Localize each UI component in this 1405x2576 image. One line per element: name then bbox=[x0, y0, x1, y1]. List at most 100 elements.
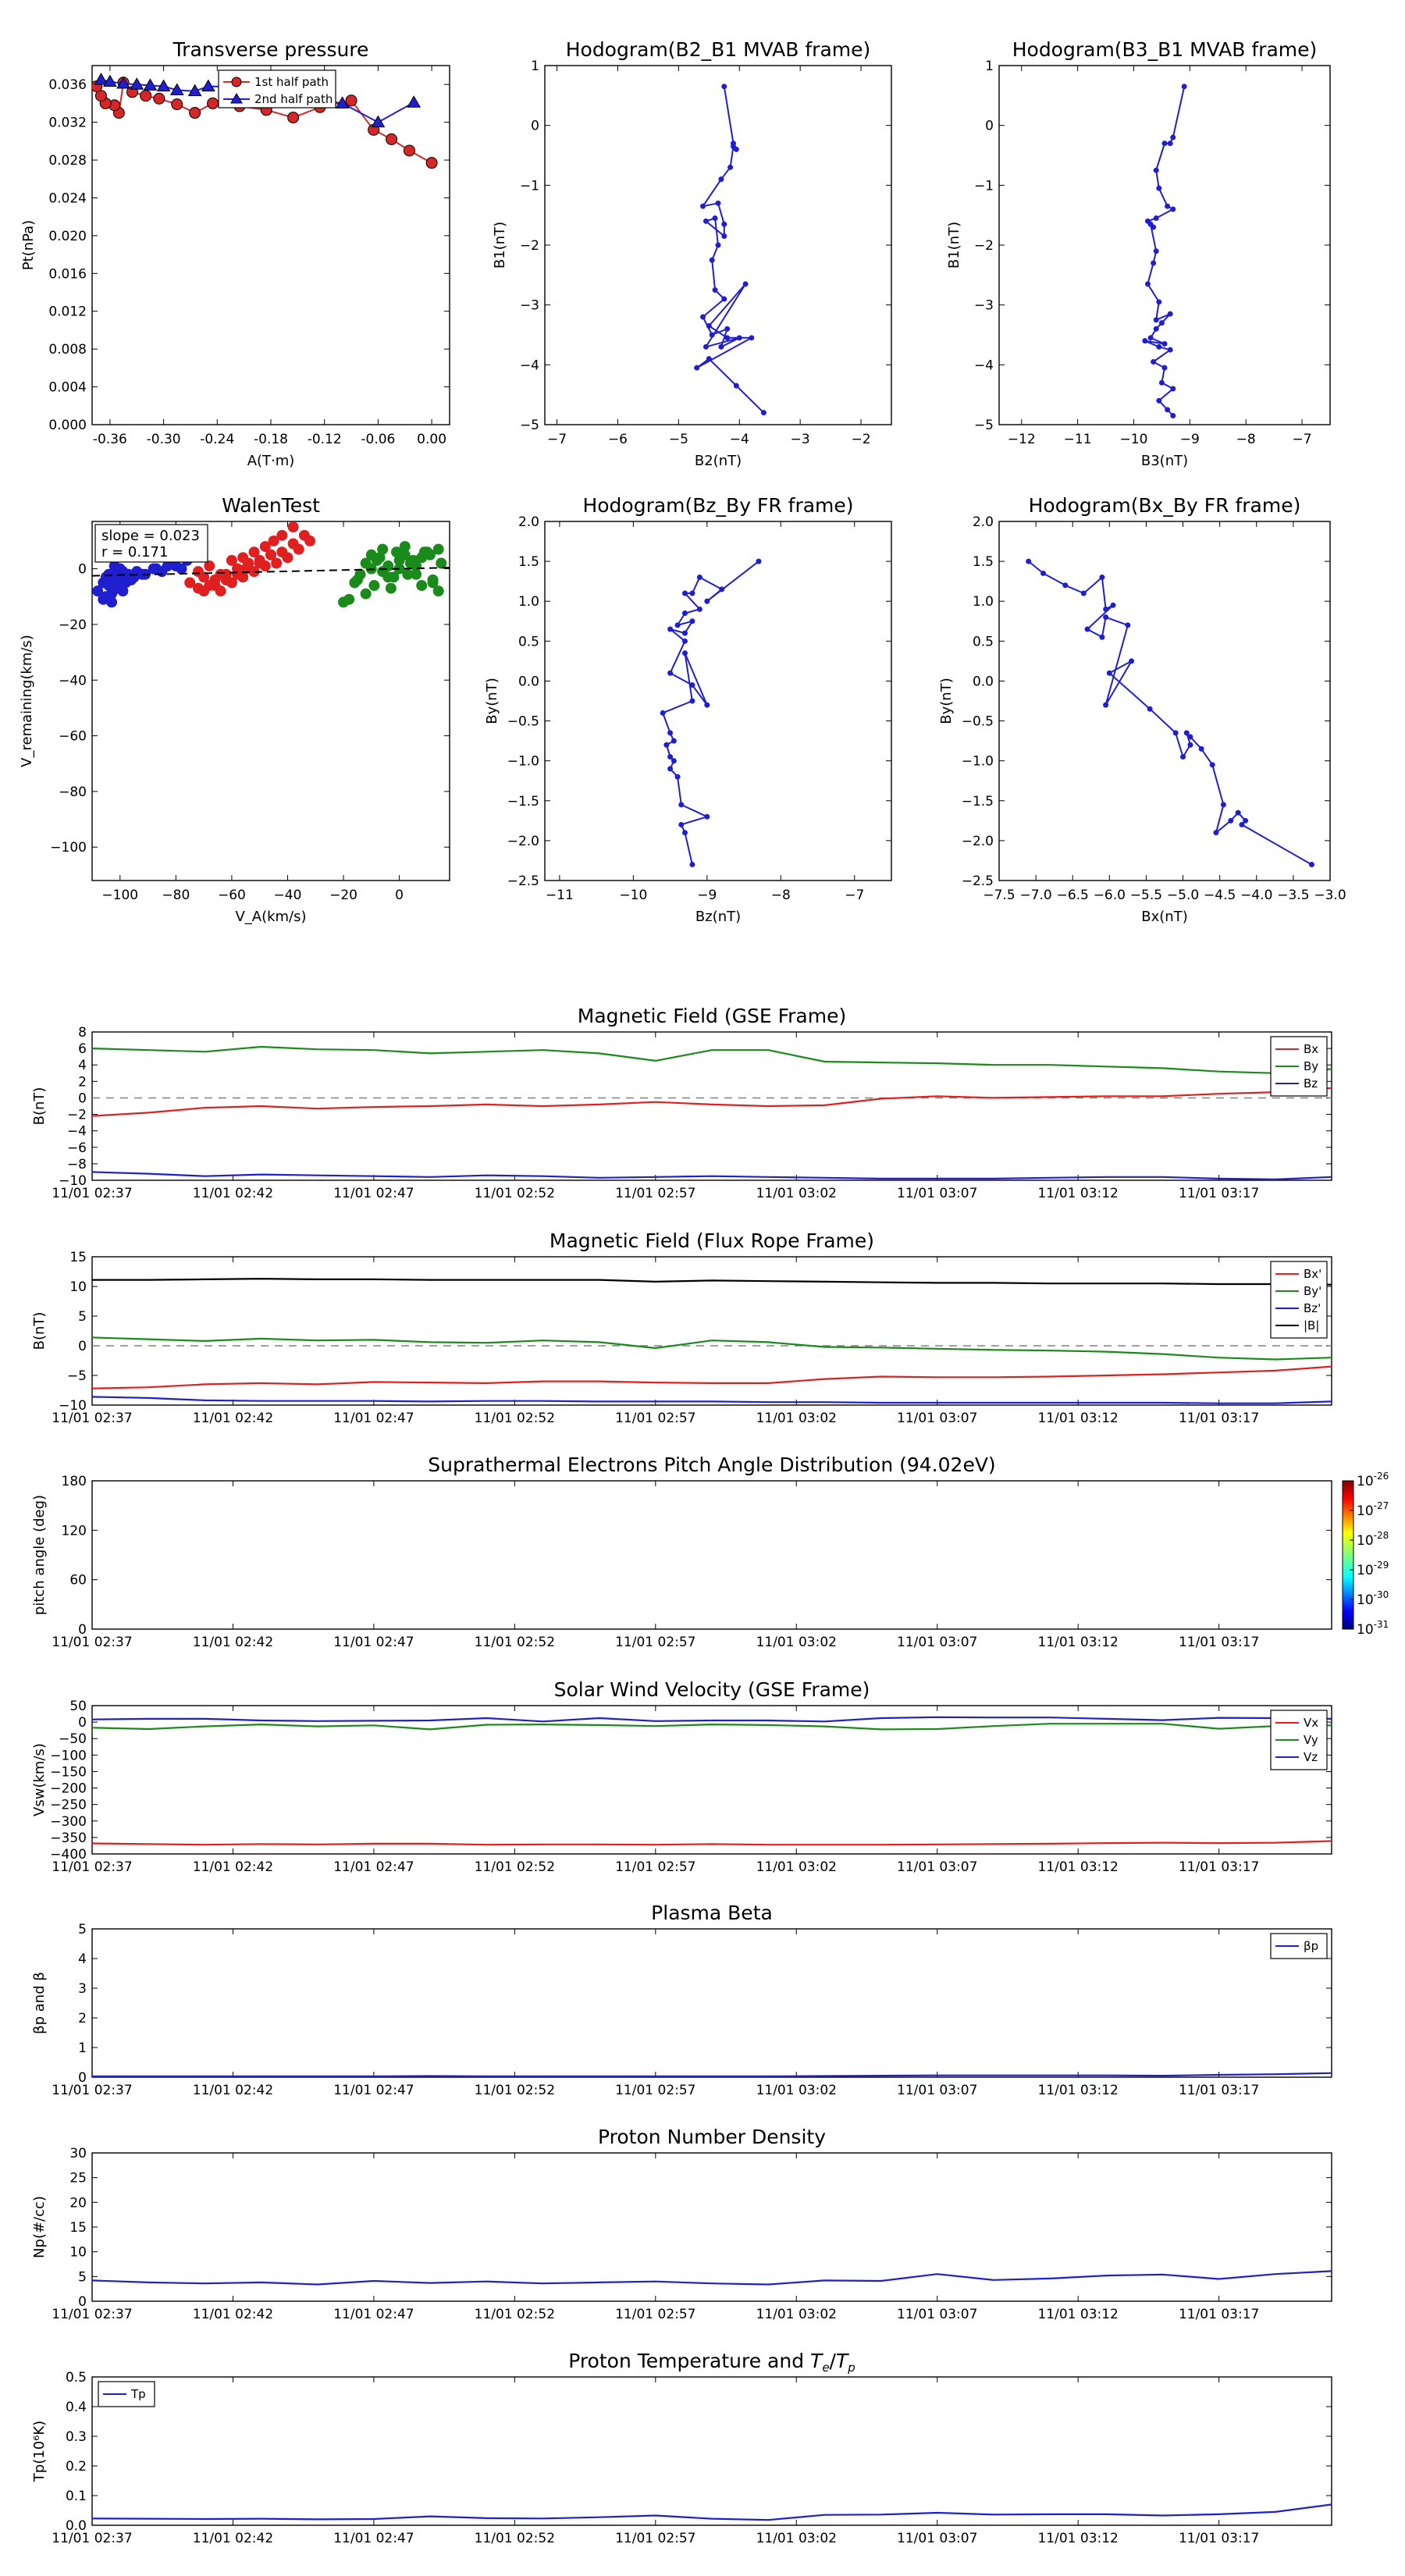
y-tick-label: 10 bbox=[69, 1279, 87, 1295]
data-point bbox=[151, 563, 162, 575]
x-tick-label: 11/01 02:42 bbox=[193, 1635, 273, 1650]
x-tick-label: 11/01 03:02 bbox=[756, 1411, 837, 1426]
title-math-slash: / bbox=[830, 2350, 837, 2372]
series-line bbox=[662, 560, 759, 865]
legend-label: Vx bbox=[1304, 1716, 1318, 1730]
legend-label: Bx' bbox=[1304, 1267, 1321, 1281]
colorbar-tick-label: 10-27 bbox=[1357, 1500, 1389, 1519]
y-tick-label: −2 bbox=[67, 1108, 87, 1123]
data-point bbox=[700, 203, 706, 209]
y-tick-label: −2 bbox=[974, 238, 994, 254]
x-tick-label: 11/01 02:42 bbox=[193, 1411, 273, 1426]
x-tick-label: 11/01 03:12 bbox=[1037, 2531, 1118, 2546]
data-point bbox=[694, 365, 700, 371]
y-tick-label: −2 bbox=[520, 238, 539, 254]
x-tick-label: 11/01 03:12 bbox=[1037, 1859, 1118, 1875]
data-point bbox=[411, 568, 422, 580]
data-point bbox=[678, 821, 685, 827]
data-point bbox=[254, 557, 265, 569]
x-tick-label: −3 bbox=[791, 432, 810, 447]
data-point bbox=[706, 323, 712, 329]
x-tick-label: −6.5 bbox=[1057, 888, 1089, 903]
colorbar-tick-exponent: -30 bbox=[1374, 1589, 1389, 1600]
x-axis-label: Bx(nT) bbox=[1141, 909, 1187, 925]
legend-label: 1st half path bbox=[254, 75, 329, 89]
y-tick-label: −1.0 bbox=[507, 754, 539, 770]
panel-vsw: Solar Wind Velocity (GSE Frame) 500−50−10… bbox=[31, 1678, 1332, 1875]
y-tick-label: −80 bbox=[59, 785, 87, 800]
x-tick-label: −100 bbox=[101, 888, 138, 903]
y-tick-label: −3 bbox=[974, 298, 994, 314]
data-point bbox=[1161, 365, 1168, 371]
x-tick-label: −2 bbox=[852, 432, 871, 447]
y-axis-label: B1(nT) bbox=[492, 222, 508, 269]
colorbar-tick-label: 10-28 bbox=[1357, 1530, 1389, 1549]
data-point bbox=[201, 79, 215, 92]
x-tick-label: −10 bbox=[1120, 432, 1148, 447]
data-point bbox=[220, 574, 232, 585]
series-line bbox=[92, 1840, 1332, 1846]
y-tick-label: 0 bbox=[78, 1715, 87, 1731]
x-tick-label: 11/01 02:57 bbox=[615, 1859, 695, 1875]
x-tick-label: 11/01 03:02 bbox=[756, 2531, 837, 2546]
x-tick-label: −6.0 bbox=[1094, 888, 1126, 903]
chart-title: Hodogram(B2_B1 MVAB frame) bbox=[566, 38, 871, 61]
legend-label: Vz bbox=[1304, 1750, 1318, 1764]
x-tick-label: 11/01 02:42 bbox=[193, 2307, 273, 2322]
y-tick-label: −50 bbox=[59, 1731, 87, 1747]
data-point bbox=[130, 77, 144, 90]
x-tick-label: −5 bbox=[669, 432, 688, 447]
data-point bbox=[265, 549, 276, 560]
chart-title: Proton Number Density bbox=[598, 2126, 826, 2148]
legend: Tp bbox=[98, 2381, 155, 2407]
y-tick-label: −0.5 bbox=[507, 714, 539, 730]
x-tick-label: 11/01 02:37 bbox=[52, 1411, 132, 1426]
x-tick-label: 11/01 03:12 bbox=[1037, 2307, 1118, 2322]
x-tick-label: 11/01 02:47 bbox=[333, 2083, 414, 2098]
x-tick-label: 11/01 02:37 bbox=[52, 2307, 132, 2322]
data-point bbox=[1153, 317, 1159, 323]
chart-title: Plasma Beta bbox=[651, 1902, 773, 1924]
x-tick-label: −7 bbox=[1293, 432, 1312, 447]
x-tick-label: −9 bbox=[697, 888, 717, 903]
x-tick-label: −5.0 bbox=[1167, 888, 1199, 903]
data-point bbox=[667, 766, 674, 772]
y-axis-label: pitch angle (deg) bbox=[31, 1495, 48, 1615]
y-tick-label: 180 bbox=[62, 1474, 87, 1489]
plot-area bbox=[1142, 84, 1187, 418]
x-tick-label: −7.0 bbox=[1019, 888, 1051, 903]
x-tick-label: 11/01 03:07 bbox=[897, 1411, 977, 1426]
plot-frame bbox=[998, 521, 1331, 881]
y-tick-label: 15 bbox=[69, 1250, 87, 1265]
data-point bbox=[184, 577, 196, 589]
y-tick-label: 0.028 bbox=[48, 153, 87, 169]
x-tick-label: 11/01 02:42 bbox=[193, 2083, 273, 2098]
panel-h2: Hodogram(B3_B1 MVAB frame) 1 0 −1 −2 −3 −4 −5 −1… bbox=[946, 38, 1331, 469]
plot-frame bbox=[91, 65, 450, 425]
plot-area bbox=[660, 558, 762, 868]
x-tick-label: 11/01 03:17 bbox=[1179, 1411, 1259, 1426]
x-tick-label: 11/01 02:57 bbox=[615, 1635, 695, 1650]
data-point bbox=[1170, 386, 1176, 392]
x-tick-label: -0.30 bbox=[147, 432, 181, 447]
plot-area bbox=[92, 1277, 1332, 1404]
y-tick-label: −40 bbox=[59, 673, 87, 688]
data-point bbox=[733, 382, 739, 389]
x-tick-label: 11/01 03:07 bbox=[897, 1635, 977, 1650]
data-point bbox=[756, 558, 762, 564]
chart-title: Hodogram(B3_B1 MVAB frame) bbox=[1012, 38, 1318, 61]
y-tick-label: 0.000 bbox=[48, 418, 87, 433]
x-tick-label: −7 bbox=[547, 432, 567, 447]
x-tick-label: 11/01 02:47 bbox=[333, 1411, 414, 1426]
x-tick-label: 11/01 02:52 bbox=[475, 1411, 555, 1426]
x-tick-label: 11/01 03:17 bbox=[1179, 2531, 1259, 2546]
y-tick-label: 4 bbox=[78, 1058, 87, 1073]
data-point bbox=[718, 343, 724, 350]
data-point bbox=[1125, 622, 1131, 628]
legend-label: Bx bbox=[1304, 1042, 1318, 1056]
series-line bbox=[695, 86, 765, 414]
plot-frame bbox=[91, 521, 450, 881]
x-tick-label: 11/01 02:57 bbox=[615, 1186, 695, 1201]
colorbar-tick-exponent: -29 bbox=[1374, 1560, 1389, 1571]
y-tick-label: 0 bbox=[78, 1622, 87, 1638]
